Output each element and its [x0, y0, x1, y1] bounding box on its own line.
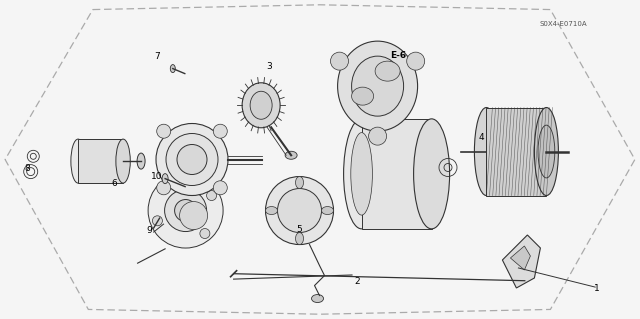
Ellipse shape — [116, 139, 131, 183]
Text: 2: 2 — [355, 277, 360, 286]
Polygon shape — [511, 246, 531, 270]
Circle shape — [213, 181, 227, 195]
Ellipse shape — [344, 119, 380, 229]
Ellipse shape — [162, 174, 168, 184]
Text: 5: 5 — [297, 225, 302, 234]
Text: 1: 1 — [594, 284, 599, 293]
Ellipse shape — [242, 83, 280, 128]
Ellipse shape — [321, 206, 333, 215]
Ellipse shape — [180, 202, 207, 230]
Text: 8: 8 — [24, 164, 29, 173]
Text: E-6: E-6 — [390, 51, 406, 60]
Ellipse shape — [266, 176, 333, 245]
Ellipse shape — [538, 125, 555, 178]
Circle shape — [213, 124, 227, 138]
Polygon shape — [486, 108, 547, 196]
Circle shape — [175, 176, 186, 186]
Text: 10: 10 — [151, 172, 163, 181]
Ellipse shape — [137, 153, 145, 169]
Ellipse shape — [296, 176, 303, 189]
Circle shape — [369, 127, 387, 145]
Ellipse shape — [156, 123, 228, 196]
Polygon shape — [502, 235, 540, 288]
Ellipse shape — [413, 119, 449, 229]
Text: 7: 7 — [154, 52, 159, 61]
Circle shape — [157, 124, 171, 138]
Circle shape — [406, 52, 425, 70]
Circle shape — [200, 228, 210, 239]
Ellipse shape — [285, 151, 297, 159]
Circle shape — [157, 181, 171, 195]
Text: 9: 9 — [147, 226, 152, 235]
Polygon shape — [362, 119, 431, 229]
Ellipse shape — [474, 108, 499, 196]
Ellipse shape — [351, 87, 374, 105]
Ellipse shape — [338, 41, 417, 131]
Text: 3: 3 — [266, 63, 271, 71]
Ellipse shape — [296, 233, 303, 245]
Ellipse shape — [148, 173, 223, 248]
Ellipse shape — [164, 189, 207, 232]
Circle shape — [207, 190, 216, 201]
Ellipse shape — [177, 145, 207, 174]
Ellipse shape — [170, 64, 175, 73]
Polygon shape — [78, 139, 123, 183]
Text: S0X4-E0710A: S0X4-E0710A — [540, 21, 587, 27]
Circle shape — [330, 52, 349, 70]
Ellipse shape — [266, 206, 278, 215]
Ellipse shape — [250, 91, 272, 119]
Circle shape — [152, 216, 163, 226]
Ellipse shape — [175, 200, 196, 221]
Text: 6: 6 — [111, 179, 116, 188]
Ellipse shape — [534, 108, 558, 196]
Text: 4: 4 — [479, 133, 484, 142]
Ellipse shape — [312, 294, 324, 302]
Ellipse shape — [375, 61, 400, 81]
Ellipse shape — [166, 133, 218, 186]
Ellipse shape — [351, 133, 372, 215]
Ellipse shape — [278, 189, 321, 233]
Ellipse shape — [351, 56, 404, 116]
Ellipse shape — [71, 139, 85, 183]
